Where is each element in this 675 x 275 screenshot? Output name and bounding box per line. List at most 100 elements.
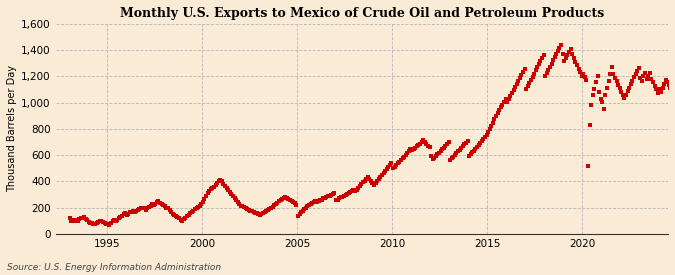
- Point: [275, 198, 286, 202]
- Point: [540, 73, 551, 78]
- Point: [218, 182, 229, 186]
- Point: [285, 198, 296, 202]
- Point: [177, 219, 188, 223]
- Point: [71, 218, 82, 222]
- Point: [385, 163, 396, 168]
- Point: [185, 211, 196, 215]
- Point: [423, 144, 433, 148]
- Point: [468, 148, 479, 153]
- Point: [310, 199, 321, 204]
- Point: [183, 212, 194, 217]
- Point: [513, 79, 524, 83]
- Point: [256, 211, 267, 216]
- Point: [522, 84, 533, 88]
- Point: [446, 156, 457, 161]
- Point: [103, 222, 113, 226]
- Point: [156, 202, 167, 206]
- Point: [124, 210, 135, 214]
- Point: [272, 200, 283, 205]
- Point: [606, 65, 617, 70]
- Point: [494, 108, 505, 112]
- Point: [110, 219, 121, 223]
- Point: [412, 144, 423, 148]
- Point: [499, 100, 510, 104]
- Point: [495, 105, 506, 109]
- Point: [627, 78, 638, 83]
- Point: [244, 207, 254, 212]
- Point: [473, 143, 484, 147]
- Point: [567, 52, 578, 56]
- Point: [226, 192, 237, 196]
- Point: [145, 204, 156, 208]
- Point: [265, 205, 276, 210]
- Point: [346, 189, 357, 193]
- Point: [317, 197, 327, 202]
- Point: [570, 59, 580, 64]
- Point: [130, 210, 140, 214]
- Point: [167, 211, 178, 216]
- Point: [665, 85, 675, 90]
- Point: [370, 181, 381, 185]
- Point: [560, 56, 571, 60]
- Point: [613, 83, 624, 87]
- Point: [508, 88, 519, 92]
- Point: [438, 145, 449, 150]
- Point: [546, 61, 557, 66]
- Point: [635, 76, 646, 80]
- Point: [427, 157, 438, 161]
- Point: [375, 175, 386, 179]
- Point: [258, 210, 269, 215]
- Point: [337, 194, 348, 199]
- Point: [640, 70, 651, 75]
- Point: [443, 140, 454, 144]
- Point: [592, 73, 603, 78]
- Point: [171, 214, 182, 218]
- Point: [365, 178, 376, 183]
- Point: [628, 75, 639, 80]
- Point: [660, 78, 671, 82]
- Point: [332, 197, 343, 202]
- Point: [236, 204, 246, 208]
- Point: [600, 93, 611, 98]
- Point: [207, 186, 218, 190]
- Point: [545, 64, 556, 69]
- Point: [351, 187, 362, 192]
- Point: [654, 87, 665, 91]
- Point: [186, 210, 197, 214]
- Point: [587, 93, 598, 98]
- Point: [308, 200, 319, 204]
- Point: [619, 95, 630, 100]
- Point: [362, 175, 373, 179]
- Point: [271, 202, 281, 206]
- Point: [202, 191, 213, 196]
- Point: [144, 205, 155, 209]
- Point: [80, 217, 91, 221]
- Point: [190, 207, 200, 211]
- Point: [139, 206, 150, 211]
- Point: [161, 205, 172, 210]
- Point: [597, 100, 608, 104]
- Point: [414, 141, 425, 146]
- Point: [591, 80, 601, 84]
- Point: [426, 154, 437, 159]
- Point: [659, 81, 670, 86]
- Point: [564, 50, 574, 54]
- Point: [387, 166, 398, 170]
- Point: [163, 206, 173, 211]
- Point: [526, 78, 537, 82]
- Point: [404, 148, 414, 153]
- Point: [64, 216, 75, 221]
- Point: [131, 208, 142, 213]
- Point: [535, 59, 546, 64]
- Point: [419, 140, 430, 144]
- Point: [128, 209, 138, 213]
- Point: [105, 221, 116, 226]
- Point: [319, 196, 330, 200]
- Point: [245, 208, 256, 213]
- Point: [313, 199, 324, 204]
- Point: [104, 222, 115, 227]
- Point: [372, 179, 383, 183]
- Point: [518, 70, 529, 74]
- Point: [113, 216, 124, 220]
- Point: [180, 215, 191, 220]
